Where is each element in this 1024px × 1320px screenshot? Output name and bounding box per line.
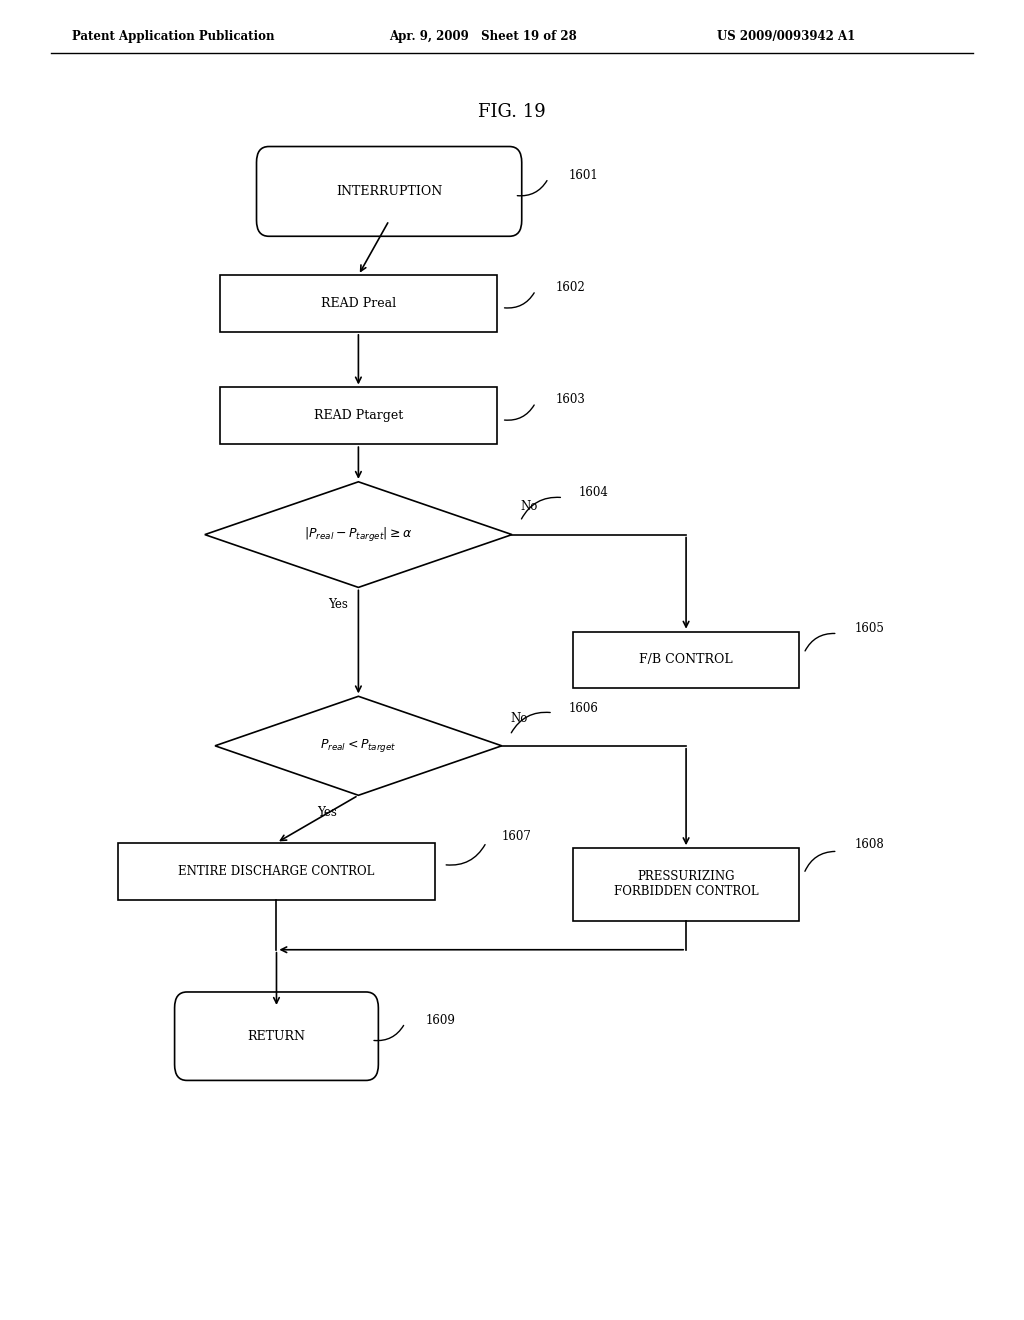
Text: READ Ptarget: READ Ptarget bbox=[313, 409, 403, 422]
Text: $P_{real} < P_{target}$: $P_{real} < P_{target}$ bbox=[321, 738, 396, 754]
Text: 1605: 1605 bbox=[855, 622, 885, 635]
Text: 1609: 1609 bbox=[426, 1014, 456, 1027]
Text: ENTIRE DISCHARGE CONTROL: ENTIRE DISCHARGE CONTROL bbox=[178, 865, 375, 878]
Text: 1603: 1603 bbox=[556, 393, 586, 407]
Text: Apr. 9, 2009   Sheet 19 of 28: Apr. 9, 2009 Sheet 19 of 28 bbox=[389, 30, 577, 44]
Text: No: No bbox=[510, 711, 527, 725]
Text: Patent Application Publication: Patent Application Publication bbox=[72, 30, 274, 44]
FancyBboxPatch shape bbox=[256, 147, 522, 236]
Text: FIG. 19: FIG. 19 bbox=[478, 103, 546, 121]
Text: No: No bbox=[520, 500, 538, 513]
FancyBboxPatch shape bbox=[174, 993, 379, 1080]
Text: 1608: 1608 bbox=[855, 838, 885, 851]
Text: RETURN: RETURN bbox=[248, 1030, 305, 1043]
Bar bbox=[220, 275, 497, 331]
Bar bbox=[220, 387, 497, 444]
Text: READ Preal: READ Preal bbox=[321, 297, 396, 310]
Text: $| P_{real}-P_{target} | \geq \alpha$: $| P_{real}-P_{target} | \geq \alpha$ bbox=[304, 525, 413, 544]
Text: US 2009/0093942 A1: US 2009/0093942 A1 bbox=[717, 30, 855, 44]
Bar bbox=[118, 843, 435, 900]
Polygon shape bbox=[205, 482, 512, 587]
Text: PRESSURIZING
FORBIDDEN CONTROL: PRESSURIZING FORBIDDEN CONTROL bbox=[613, 870, 759, 899]
Text: Yes: Yes bbox=[317, 805, 337, 818]
Bar bbox=[573, 632, 799, 689]
Polygon shape bbox=[215, 697, 502, 795]
Text: 1602: 1602 bbox=[556, 281, 586, 294]
Text: INTERRUPTION: INTERRUPTION bbox=[336, 185, 442, 198]
Bar bbox=[573, 849, 799, 921]
Text: 1601: 1601 bbox=[569, 169, 599, 182]
Text: 1607: 1607 bbox=[502, 830, 531, 843]
Text: F/B CONTROL: F/B CONTROL bbox=[639, 653, 733, 667]
Text: 1606: 1606 bbox=[568, 702, 598, 715]
Text: 1604: 1604 bbox=[579, 486, 608, 499]
Text: Yes: Yes bbox=[328, 598, 347, 611]
